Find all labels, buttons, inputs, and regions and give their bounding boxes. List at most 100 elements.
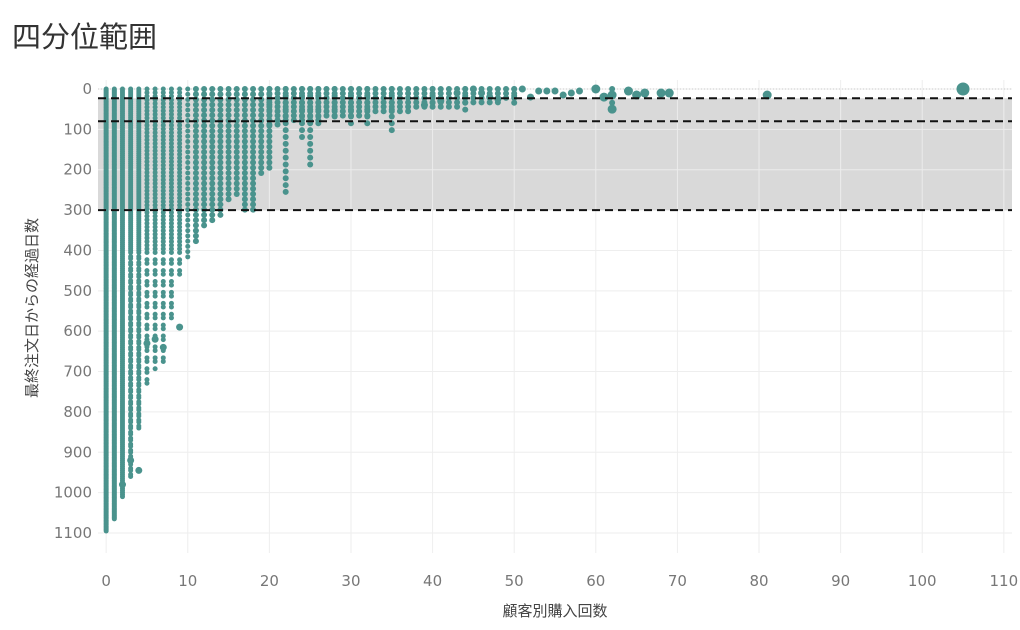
data-point (535, 87, 543, 95)
data-point (168, 126, 174, 132)
data-point (201, 91, 208, 98)
data-point (168, 111, 174, 117)
data-point (413, 99, 420, 106)
data-point (233, 122, 240, 129)
data-point (144, 202, 150, 208)
data-point (144, 108, 150, 114)
data-point (225, 91, 232, 98)
data-point (307, 147, 314, 154)
data-point (241, 175, 248, 182)
data-point (144, 220, 150, 226)
data-point (209, 206, 216, 213)
data-point (177, 170, 183, 176)
data-point (486, 86, 493, 92)
data-point (282, 86, 289, 92)
data-point (168, 191, 174, 197)
data-point (274, 103, 281, 110)
data-point (160, 322, 166, 328)
data-point (299, 103, 306, 110)
data-point (160, 137, 166, 143)
data-point (144, 282, 150, 288)
data-point (299, 134, 306, 141)
data-point (241, 154, 248, 161)
data-point (152, 260, 158, 266)
data-point (233, 112, 240, 119)
data-point (405, 99, 412, 106)
y-tick-label: 700 (63, 363, 92, 381)
data-point (128, 316, 134, 322)
data-point (168, 271, 174, 277)
data-point (266, 112, 273, 119)
data-point (185, 196, 191, 202)
data-point (331, 112, 338, 119)
data-point (241, 122, 248, 129)
data-point (144, 224, 150, 230)
data-point (152, 180, 158, 186)
data-point (177, 130, 183, 136)
data-point (192, 175, 199, 182)
data-point (233, 138, 240, 145)
data-point (209, 117, 216, 124)
data-point (462, 90, 469, 97)
data-point (168, 144, 174, 150)
data-point (177, 242, 183, 248)
data-point (128, 383, 134, 389)
data-point (160, 231, 166, 237)
data-point (144, 119, 150, 125)
data-point (429, 99, 436, 106)
data-point (454, 99, 461, 106)
data-point (209, 138, 216, 145)
data-point (192, 201, 199, 208)
data-point (339, 94, 346, 101)
data-point (128, 365, 134, 371)
data-point (290, 99, 297, 106)
data-point (103, 528, 109, 534)
data-point (177, 257, 183, 263)
data-point (128, 358, 134, 364)
data-point (168, 235, 174, 241)
data-point (429, 90, 436, 97)
data-point (144, 151, 150, 157)
data-point (152, 151, 158, 157)
data-point (217, 211, 224, 218)
data-point (144, 210, 150, 216)
data-point (258, 122, 265, 129)
data-point (364, 94, 371, 101)
data-point (152, 177, 158, 183)
data-point (160, 315, 166, 321)
data-point (136, 316, 142, 322)
data-point (192, 196, 199, 203)
data-point (136, 352, 142, 358)
data-point (225, 133, 232, 140)
data-point (185, 186, 191, 192)
data-point (160, 184, 166, 190)
data-point (241, 185, 248, 192)
data-point (511, 99, 518, 106)
data-point (250, 127, 257, 134)
data-point (144, 355, 150, 361)
data-point (250, 106, 257, 113)
y-tick-label: 400 (63, 241, 92, 259)
data-point (177, 166, 183, 172)
data-point (160, 133, 166, 139)
data-point (331, 90, 338, 97)
data-point (339, 90, 346, 97)
data-point (160, 217, 166, 223)
data-point (160, 213, 166, 219)
data-point (250, 164, 257, 171)
data-point (152, 304, 158, 310)
data-point (250, 206, 257, 213)
data-point (144, 140, 150, 146)
data-point (143, 339, 151, 347)
data-point (136, 383, 142, 389)
data-point (445, 99, 452, 106)
data-point (152, 344, 158, 350)
data-point (168, 199, 174, 205)
data-point (420, 101, 428, 109)
data-point (136, 340, 142, 346)
data-point (128, 268, 134, 274)
data-point (177, 111, 183, 117)
data-point (168, 184, 174, 190)
data-point (152, 101, 158, 107)
